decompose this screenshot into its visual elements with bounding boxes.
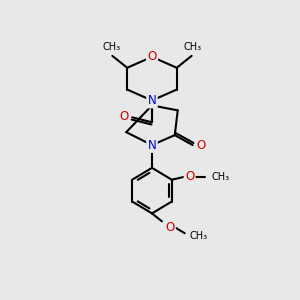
Text: O: O — [147, 50, 157, 63]
Text: O: O — [165, 221, 174, 234]
Text: CH₃: CH₃ — [102, 42, 120, 52]
Text: CH₃: CH₃ — [184, 42, 202, 52]
Text: O: O — [185, 170, 194, 183]
Text: N: N — [148, 139, 156, 152]
Text: N: N — [148, 94, 156, 107]
Text: CH₃: CH₃ — [212, 172, 230, 182]
Text: O: O — [120, 110, 129, 123]
Text: O: O — [196, 139, 205, 152]
Text: CH₃: CH₃ — [190, 231, 208, 241]
